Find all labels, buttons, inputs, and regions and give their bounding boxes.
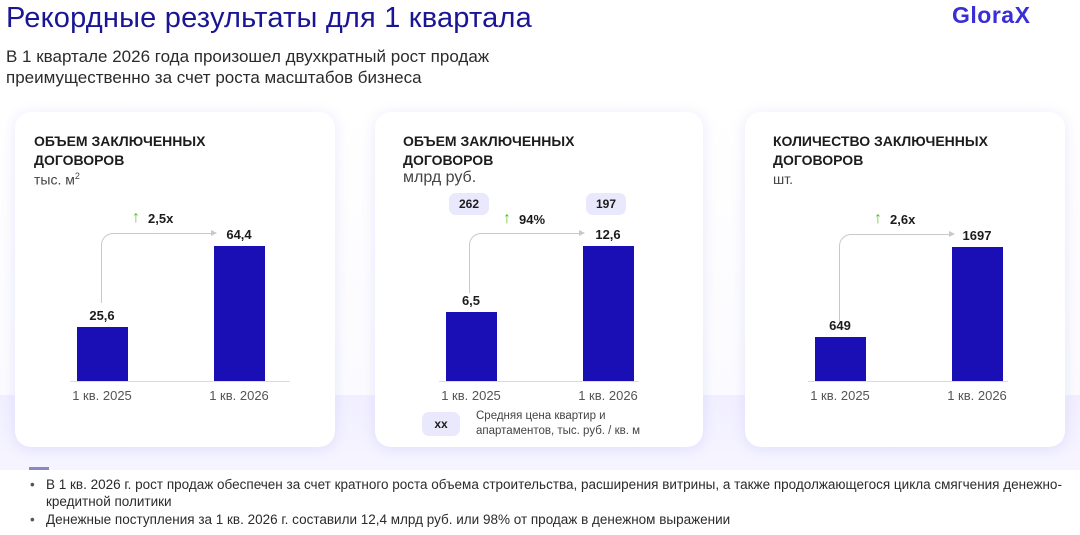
growth-value: 94%	[519, 211, 546, 227]
legend-pill: xx	[422, 412, 460, 436]
card-area-volume: ОБЪЕМ ЗАКЛЮЧЕННЫХ ДОГОВОРОВ тыс. м2 ↑ 2,…	[15, 112, 335, 447]
bar-2025	[815, 337, 866, 381]
bar-2026	[214, 246, 265, 381]
card-unit: тыс. м2	[34, 171, 80, 188]
card-contract-count: КОЛИЧЕСТВО ЗАКЛЮЧЕННЫХ ДОГОВОРОВ шт. ↑ 2…	[745, 112, 1065, 447]
growth-indicator: ↑ 2,6x	[874, 210, 915, 228]
bar-2026	[952, 247, 1003, 381]
page-title: Рекордные результаты для 1 квартала	[6, 2, 532, 34]
connector-arrow-icon	[949, 231, 955, 237]
note-item: Денежные поступления за 1 кв. 2026 г. со…	[30, 511, 1070, 528]
growth-connector	[839, 234, 949, 324]
card-unit: млрд руб.	[403, 169, 477, 186]
x-label: 1 кв. 2025	[810, 388, 870, 403]
growth-indicator: ↑ 2,5x	[132, 209, 173, 227]
note-item: В 1 кв. 2026 г. рост продаж обеспечен за…	[30, 476, 1070, 510]
bar-value: 64,4	[226, 227, 252, 242]
avg-price-pill: 197	[586, 193, 626, 215]
growth-connector	[101, 233, 211, 303]
notes-divider	[29, 467, 49, 470]
x-label: 1 кв. 2026	[947, 388, 1007, 403]
up-arrow-icon: ↑	[132, 209, 140, 226]
bar-value: 25,6	[89, 308, 115, 323]
card-title: КОЛИЧЕСТВО ЗАКЛЮЧЕННЫХ ДОГОВОРОВ	[773, 133, 988, 168]
growth-value: 2,6x	[890, 211, 916, 227]
card-title: ОБЪЕМ ЗАКЛЮЧЕННЫХ ДОГОВОРОВ	[34, 133, 206, 168]
bar-value: 1697	[962, 228, 992, 243]
bar-2025	[77, 327, 128, 381]
axis-baseline	[70, 381, 290, 382]
bar-value: 12,6	[595, 227, 621, 242]
x-label: 1 кв. 2026	[578, 388, 638, 403]
page-subtitle: В 1 квартале 2026 года произошел двухкра…	[6, 47, 490, 87]
growth-value: 2,5x	[148, 210, 174, 226]
axis-baseline	[439, 381, 639, 382]
glorax-logo: GloraX	[952, 2, 1031, 28]
x-label: 1 кв. 2026	[209, 388, 269, 403]
growth-indicator: ↑ 94%	[503, 210, 545, 228]
up-arrow-icon: ↑	[503, 210, 511, 227]
card-unit: шт.	[773, 171, 793, 187]
card-money-volume: ОБЪЕМ ЗАКЛЮЧЕННЫХ ДОГОВОРОВ млрд руб. 26…	[375, 112, 703, 447]
up-arrow-icon: ↑	[874, 210, 882, 227]
card-title: ОБЪЕМ ЗАКЛЮЧЕННЫХ ДОГОВОРОВ	[403, 133, 575, 168]
bar-value: 6,5	[461, 293, 481, 308]
x-label: 1 кв. 2025	[441, 388, 501, 403]
avg-price-pill: 262	[449, 193, 489, 215]
x-label: 1 кв. 2025	[72, 388, 132, 403]
legend-text: Средняя цена квартир и апартаментов, тыс…	[476, 410, 641, 437]
connector-arrow-icon	[579, 230, 585, 236]
axis-baseline	[808, 381, 1008, 382]
bar-2026	[583, 246, 634, 381]
notes-list: В 1 кв. 2026 г. рост продаж обеспечен за…	[30, 476, 1070, 529]
growth-connector	[469, 233, 579, 293]
bar-value: 649	[829, 318, 851, 333]
connector-arrow-icon	[211, 230, 217, 236]
bar-2025	[446, 312, 497, 381]
